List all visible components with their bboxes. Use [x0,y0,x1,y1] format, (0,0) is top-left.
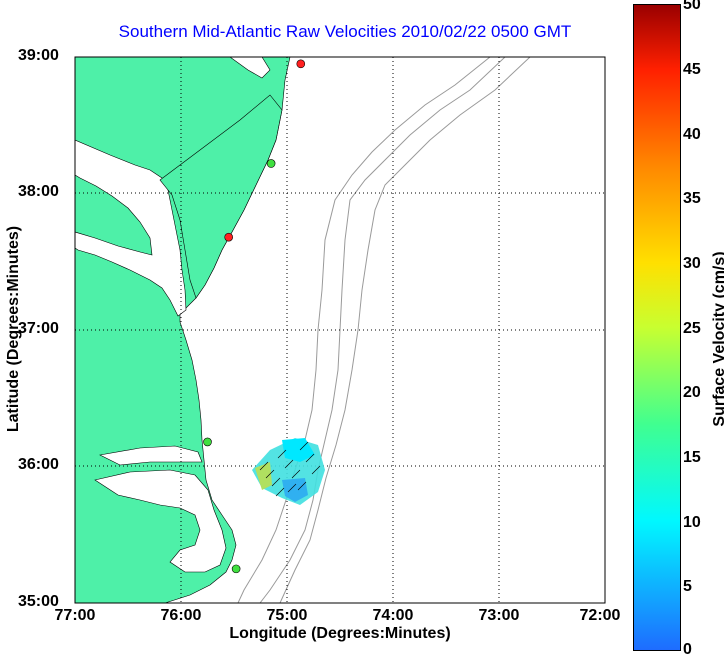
colorbar-tick: 0 [683,641,692,658]
plot-frame [74,56,606,604]
colorbar-tick: 25 [683,320,701,337]
stations-layer [203,59,306,574]
colorbar-tick: 10 [683,514,701,531]
station-1-marker [296,59,306,69]
xtick-label: 73:00 [478,607,520,624]
velocity-field [252,438,325,505]
pamlico-sound [94,469,227,573]
ytick-label: 38:00 [18,183,59,200]
station-2-marker [266,159,276,168]
xtick-label: 75:00 [266,607,308,624]
colorbar [633,4,681,651]
ytick-label: 39:00 [18,47,59,64]
chart-title: Southern Mid-Atlantic Raw Velocities 201… [118,22,572,41]
xtick-label: 76:00 [160,607,202,624]
station-3-marker [224,232,233,242]
xtick-label: 72:00 [579,607,621,624]
ytick-label: 37:00 [18,320,59,337]
colorbar-tick: 35 [683,190,701,207]
grid-lines [75,57,605,603]
x-axis-label: Longitude (Degrees:Minutes) [229,625,451,642]
colorbar-tick: 20 [683,384,701,401]
colorbar-tick: 15 [683,449,701,466]
station-4-marker [203,437,212,447]
delaware-bay [229,57,271,79]
xtick-label: 77:00 [54,607,96,624]
xtick-label: 74:00 [372,607,414,624]
station-5-marker [231,564,241,574]
y-axis-label: Latitude (Degrees:Minutes) [5,225,22,433]
ytick-label: 35:00 [18,593,59,610]
colorbar-tick: 40 [683,126,701,143]
colorbar-tick: 5 [683,578,692,595]
colorbar-tick: 30 [683,255,701,272]
ytick-label: 36:00 [18,456,59,473]
chesapeake-bay [75,139,187,317]
delmarva-shore [159,94,283,299]
colorbar-label: Surface Velocity (cm/s) [711,251,724,427]
colorbar-tick: 45 [683,61,701,78]
colorbar-fill [634,5,680,650]
colorbar-tick: 50 [683,0,701,13]
albemarle-sound [99,445,203,466]
